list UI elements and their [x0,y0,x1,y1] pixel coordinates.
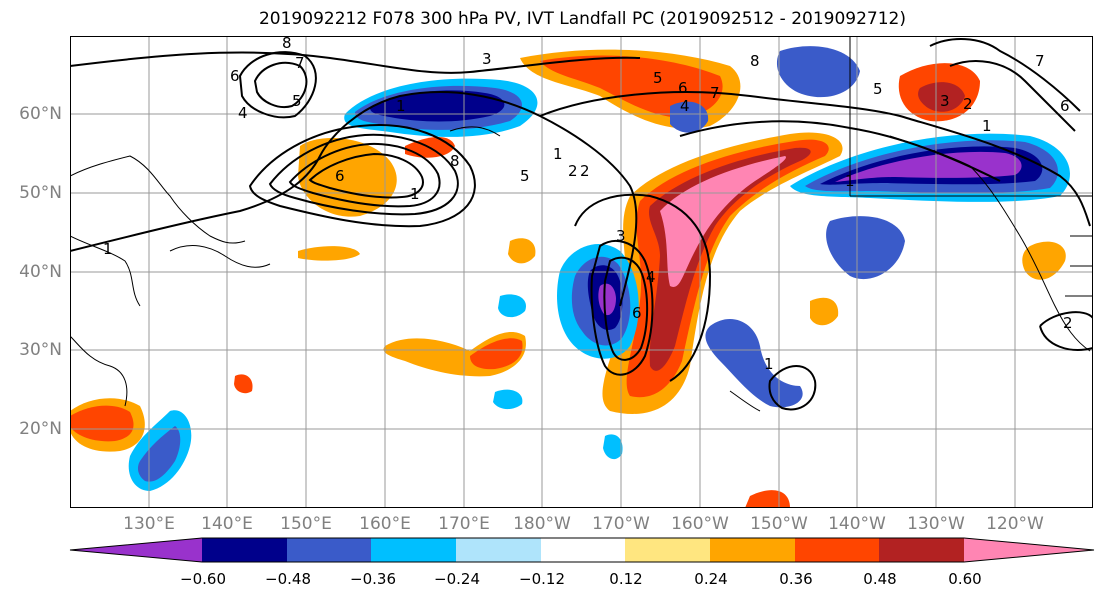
contour-label: 8 [282,36,292,52]
contour-label: 6 [1060,97,1070,115]
contour-label: 1 [982,117,992,135]
colorbar-tick-label: 0.48 [863,570,897,588]
contour-label: 5 [520,167,530,185]
colorbar-tick-label: 0.36 [779,570,813,588]
contour-label: 6 [335,167,345,185]
pv-negative-area [835,151,1022,182]
colorbar-tick-label: −0.48 [265,570,311,588]
pv-negative-area [826,216,905,280]
contour-label: 4 [646,268,656,286]
colorbar [69,537,1095,563]
colorbar-tick-label: −0.12 [519,570,565,588]
lon-label: 180°W [513,514,571,534]
contour-label: 2 [963,95,973,113]
contour-label: 7 [295,54,305,72]
contour-label: 8 [450,152,460,170]
contour-label: 4 [680,97,690,115]
pv-positive-area [918,82,965,112]
lon-label: 150°E [280,514,332,534]
contour-label: 3 [616,227,626,245]
colorbar-segment [795,538,879,562]
contour-label: 3 [482,50,492,68]
pv-negative-area [598,283,616,316]
contour-label: 7 [1035,52,1045,70]
colorbar-segment [710,538,795,562]
contour-label: 1 [396,97,406,115]
contour-label: 1 [410,185,420,203]
pv-positive-area [298,246,360,261]
pv-positive-area [70,405,134,442]
colorbar-tick-label: −0.60 [180,570,226,588]
colorbar-tick-label: 0.12 [609,570,643,588]
chart-title: 2019092212 F078 300 hPa PV, IVT Landfall… [258,9,906,29]
contour-label: 7 [710,84,720,102]
lon-label: 130°E [123,514,175,534]
lon-label: 130°W [907,514,965,534]
contour-label: 1 [764,355,774,373]
contour-label: 2 [568,162,578,180]
lat-label: 60°N [19,104,62,124]
lon-label: 150°W [750,514,808,534]
colorbar-tick-label: −0.24 [434,570,480,588]
pv-negative-area [493,389,523,410]
colorbar-tick-label: 0.24 [694,570,728,588]
colorbar-segment [541,538,625,562]
lon-label: 160°W [671,514,729,534]
colorbar-segment [70,538,202,562]
colorbar-segment [287,538,371,562]
colorbar-segment [456,538,541,562]
contour-label: 2 [580,162,590,180]
contour-label: 5 [653,69,663,87]
contour-label: 5 [292,92,302,110]
lat-label: 50°N [19,183,62,203]
pv-negative-area [705,318,803,408]
pv-positive-area [660,156,786,287]
pv-positive-area [470,338,523,370]
pv-positive-area [540,55,723,118]
pv-positive-area [1022,241,1066,280]
contour-label: 5 [873,80,883,98]
contour-label: 8 [750,52,760,70]
lat-label: 20°N [19,419,62,439]
map-panel: 8 7 6 5 4 3 1 2 1 8 6 6 1 3 4 5 6 7 5 4 … [70,36,1093,508]
contour-label: 4 [238,104,248,122]
colorbar-segment [879,538,964,562]
lon-label: 170°W [592,514,650,534]
pv-negative-area [498,294,526,318]
colorbar-tick-label: 0.60 [948,570,982,588]
contour-label: 1 [103,240,113,258]
pv-positive-area [810,297,839,326]
pv-positive-area [234,374,253,394]
lon-label: 140°W [828,514,886,534]
contour-label: 6 [678,79,688,97]
lon-label: 140°E [201,514,253,534]
pv-positive-area [508,238,536,264]
contour-label: 1 [845,172,855,190]
graticule [70,36,1093,508]
contour-label: 1 [553,145,563,163]
contour-label: 6 [632,304,642,322]
colorbar-segment [202,538,287,562]
pv-negative-area [776,46,860,98]
ivt-contours [70,38,1093,411]
lat-label: 30°N [19,340,62,360]
colorbar-tick-label: −0.36 [350,570,396,588]
colorbar-segment [371,538,456,562]
pv-negative-area [670,101,709,133]
lon-label: 120°W [986,514,1044,534]
colorbar-segment [964,538,1094,562]
contour-label: 6 [230,67,240,85]
contour-label: 2 [1063,314,1073,332]
contour-label-group: 8 7 6 5 4 3 1 2 1 8 6 6 1 3 4 5 6 7 5 4 … [103,36,1073,373]
colorbar-segment [625,538,710,562]
lon-label: 170°E [438,514,490,534]
lat-label: 40°N [19,262,62,282]
pv-negative-area [603,434,623,460]
contour-label: 3 [940,92,950,110]
lon-label: 160°E [359,514,411,534]
